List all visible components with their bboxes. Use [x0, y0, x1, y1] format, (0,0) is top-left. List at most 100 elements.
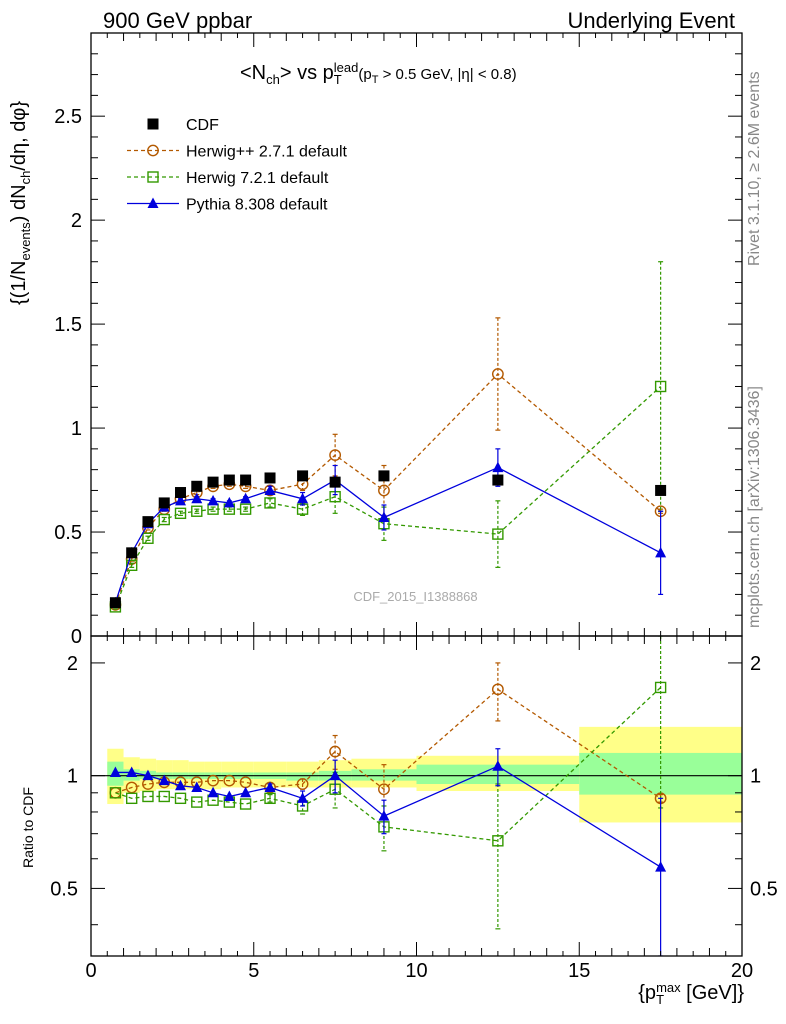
main-point [655, 484, 667, 496]
main-point [329, 449, 342, 461]
ratio-point [378, 810, 390, 821]
main-point [109, 597, 121, 609]
ratio-point [492, 760, 504, 771]
main-point [142, 532, 154, 544]
main-y-tick-label: 1.5 [54, 314, 82, 336]
header-right: Underlying Event [567, 8, 735, 33]
main-point [207, 494, 219, 506]
main-point [125, 559, 138, 572]
main-point [492, 474, 504, 486]
main-point [191, 505, 203, 517]
header-left: 900 GeV ppbar [103, 8, 253, 33]
ratio-point [239, 798, 252, 810]
main-point [158, 497, 170, 509]
ratio-point [207, 774, 219, 787]
main-point [207, 476, 219, 488]
ratio-y-tick-label: 1 [67, 766, 78, 788]
ratio-point [142, 769, 154, 781]
main-point [174, 507, 187, 520]
x-axis-label: {p max T [GeV]} [638, 980, 744, 1007]
watermark: CDF_2015_I1388868 [353, 589, 478, 604]
ratio-point [329, 769, 341, 781]
ratio-point [126, 766, 138, 777]
ratio-point [125, 792, 138, 805]
side-label-rivet: Rivet 3.1.10, ≥ 2.6M events [746, 71, 763, 266]
legend-marker [147, 197, 159, 208]
ratio-point [655, 861, 667, 872]
ratio-point [264, 792, 276, 805]
main-series-herwig-7-2-1-default [109, 261, 667, 613]
ratio-point [297, 792, 309, 803]
ratio-y-tick-label: 2 [67, 653, 78, 675]
ratio-point [329, 745, 342, 758]
ratio-point [191, 781, 203, 792]
main-point [264, 497, 276, 509]
ratio-point [174, 792, 187, 805]
ratio-point [654, 681, 667, 694]
main-point [297, 470, 309, 482]
ratio-point [240, 786, 252, 798]
main-point [264, 484, 276, 495]
ratio-point [492, 835, 504, 847]
main-y-label: {(1/Nevents) dNch/dη, dφ} [8, 101, 33, 305]
main-y-tick-label: 2.5 [54, 106, 82, 128]
main-point [378, 470, 390, 482]
main-point [240, 474, 252, 486]
ratio-point [158, 774, 170, 786]
main-point [175, 494, 187, 506]
main-point [223, 474, 235, 486]
main-point [191, 480, 203, 492]
x-tick-label: 10 [405, 960, 427, 982]
x-tick-label: 0 [85, 960, 96, 982]
main-y-tick-label: 1 [71, 418, 82, 440]
ratio-point [207, 786, 219, 798]
main-point [655, 546, 667, 558]
ratio-point [491, 683, 504, 696]
ratio-point [175, 779, 187, 791]
main-point [378, 511, 390, 522]
main-point [264, 472, 276, 484]
legend-entry: CDF [147, 117, 219, 134]
main-series-herwig-2-7-1-default [109, 317, 667, 611]
main-point [239, 503, 252, 515]
main-y-tick-label: 0 [71, 626, 82, 648]
legend-label: CDF [186, 117, 219, 134]
main-point [378, 484, 390, 497]
x-tick-label: 5 [248, 960, 259, 982]
main-point [158, 513, 170, 526]
main-line [114, 386, 662, 608]
legend-entry: Herwig 7.2.1 default [127, 170, 329, 187]
ratio-point [191, 796, 203, 808]
main-point [142, 516, 154, 528]
legend-marker [147, 144, 159, 157]
main-y-tick-label: 2 [71, 210, 82, 232]
ratio-point [109, 787, 122, 799]
main-title: <Nch> vs p lead T (pT > 0.5 GeV, |η| < 0.8) [240, 60, 517, 87]
ratio-point [296, 778, 309, 790]
ratio-point [158, 790, 170, 803]
ratio-point [142, 790, 154, 803]
main-point [654, 380, 667, 393]
ratio-stat-uncertainty-band [286, 772, 319, 781]
main-point [491, 368, 504, 380]
ratio-y-tick-label-right: 0.5 [750, 878, 778, 900]
x-tick-label: 20 [731, 960, 753, 982]
ratio-series-pythia-8-308-default [109, 748, 667, 956]
legend-marker [147, 118, 159, 130]
legend-label: Herwig 7.2.1 default [186, 170, 329, 187]
legend-marker [147, 171, 159, 183]
ratio-point [109, 766, 121, 777]
main-point [175, 487, 187, 499]
main-y-tick-label: 0.5 [54, 522, 82, 544]
main-point [240, 492, 252, 504]
legend-label: Herwig++ 2.7.1 default [186, 144, 348, 161]
ratio-point [264, 781, 276, 792]
ratio-y-tick-label-right: 1 [750, 766, 761, 788]
main-point [329, 476, 341, 488]
main-point [492, 461, 504, 473]
ratio-y-tick-label: 0.5 [50, 878, 78, 900]
ratio-point [223, 790, 235, 801]
main-series-cdf [109, 470, 667, 609]
ratio-point [378, 783, 390, 796]
